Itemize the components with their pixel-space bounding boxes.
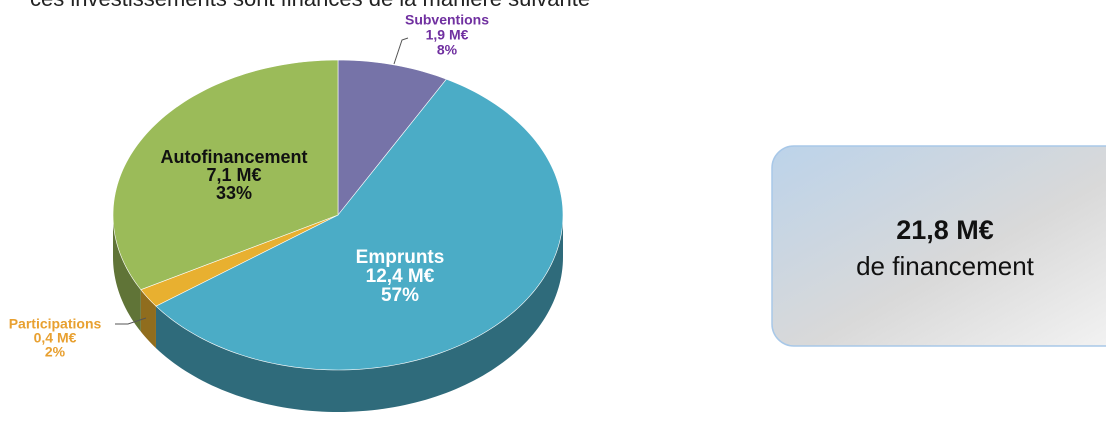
slice-name: Participations	[9, 316, 102, 332]
slice-side	[113, 215, 141, 332]
summary-box	[771, 145, 1106, 347]
slice-percent: 8%	[437, 42, 458, 58]
slice-side	[155, 215, 563, 412]
pie	[112, 59, 564, 412]
slice-percent: 57%	[381, 285, 419, 306]
slice-amount: 0,4 M€	[34, 330, 77, 346]
summary-text: de financement	[856, 251, 1035, 281]
slice-amount: 1,9 M€	[426, 27, 469, 43]
summary-total: 21,8 M€	[896, 215, 994, 245]
slice-amount: 7,1 M€	[206, 165, 261, 185]
slice-name: Autofinancement	[160, 147, 307, 167]
slice-side	[140, 289, 156, 349]
slice	[112, 59, 339, 291]
slice-amount: 12,4 M€	[366, 266, 435, 287]
slice	[337, 59, 447, 216]
slice	[140, 214, 339, 307]
leader-line	[115, 317, 147, 325]
slice-name: Subventions	[405, 12, 489, 28]
slice-percent: 33%	[216, 183, 252, 203]
leader-line	[393, 37, 409, 65]
caption: ces investissements sont financés de la …	[30, 0, 590, 11]
slice-percent: 2%	[45, 344, 66, 360]
slice-name: Emprunts	[356, 247, 445, 268]
slice	[155, 78, 564, 371]
